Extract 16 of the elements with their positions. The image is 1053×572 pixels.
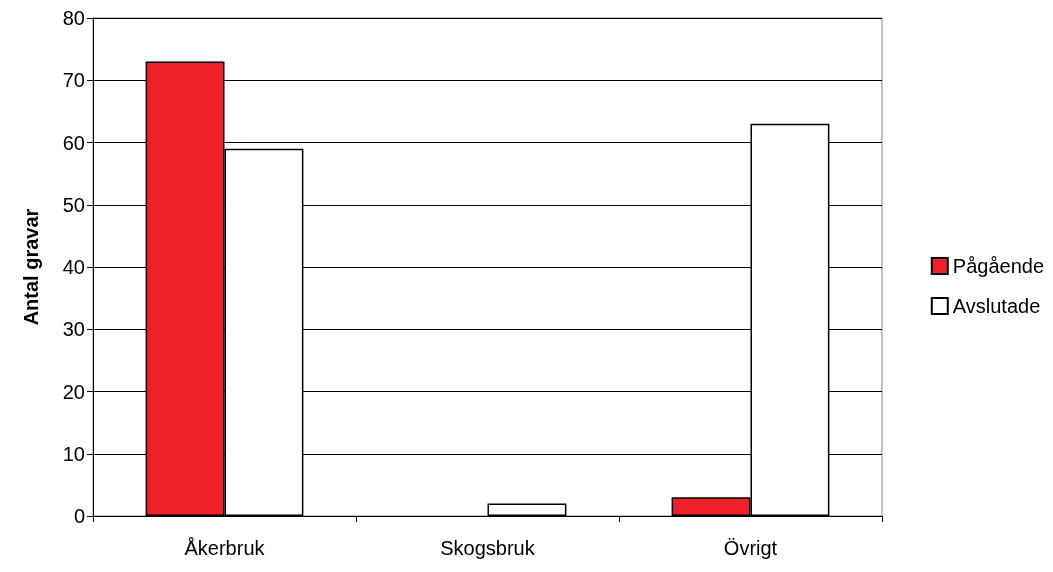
legend-label: Pågående <box>952 255 1044 277</box>
x-tick-label: Övrigt <box>723 537 778 559</box>
y-tick-label: 30 <box>62 318 85 341</box>
y-tick-label: 10 <box>62 442 85 465</box>
y-tick-label: 0 <box>73 505 85 527</box>
y-tick-label: 40 <box>62 256 85 278</box>
y-axis-title: Antal gravar <box>20 208 42 326</box>
x-tick-label: Skogsbruk <box>440 537 536 559</box>
x-tick-label: Åkerbruk <box>184 537 266 559</box>
y-tick-label: 20 <box>62 380 85 403</box>
bar <box>487 503 567 516</box>
y-tick-label: 80 <box>62 7 85 29</box>
legend-label: Avslutade <box>952 295 1041 317</box>
y-tick-label: 70 <box>62 69 85 92</box>
y-tick-label: 60 <box>62 131 85 154</box>
y-tick-label: 50 <box>62 193 85 216</box>
